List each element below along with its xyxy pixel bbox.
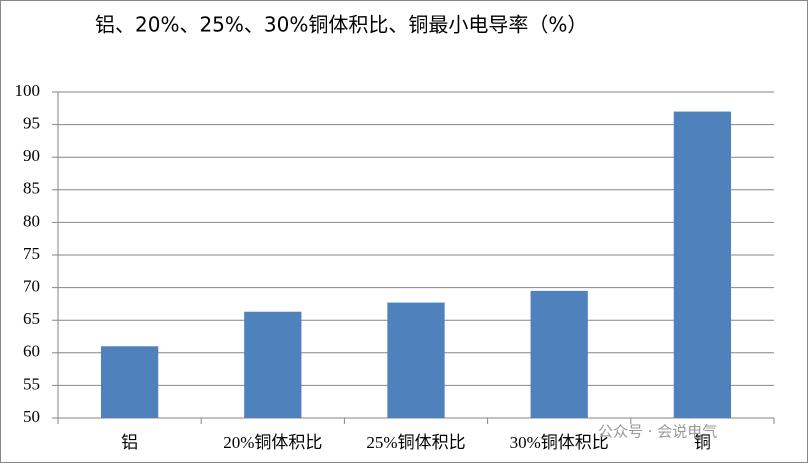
y-tick-label: 85	[23, 179, 40, 198]
y-tick-label: 90	[23, 146, 40, 165]
y-tick-label: 60	[23, 342, 40, 361]
y-tick-label: 70	[23, 277, 40, 296]
y-tick-label: 65	[23, 309, 40, 328]
x-tick-label: 25%铜体积比	[366, 433, 465, 452]
bar	[673, 111, 732, 418]
x-tick-label: 铝	[121, 433, 138, 452]
y-tick-label: 100	[15, 81, 41, 100]
bar	[100, 346, 159, 418]
y-tick-label: 50	[23, 407, 40, 426]
bar	[387, 302, 445, 418]
chart-title: 铝、20%、25%、30%铜体积比、铜最小电导率（%）	[95, 13, 587, 37]
y-tick-label: 80	[23, 211, 40, 230]
bar	[244, 311, 302, 418]
y-tick-label: 55	[23, 374, 40, 393]
x-tick-label: 铜	[694, 433, 711, 452]
x-tick-label: 30%铜体积比	[510, 433, 609, 452]
x-tick-label: 20%铜体积比	[223, 433, 322, 452]
y-tick-label: 75	[23, 244, 40, 263]
watermark: 公众号 · 会说电气	[598, 423, 717, 441]
bar	[530, 290, 588, 418]
y-tick-label: 95	[23, 114, 40, 133]
